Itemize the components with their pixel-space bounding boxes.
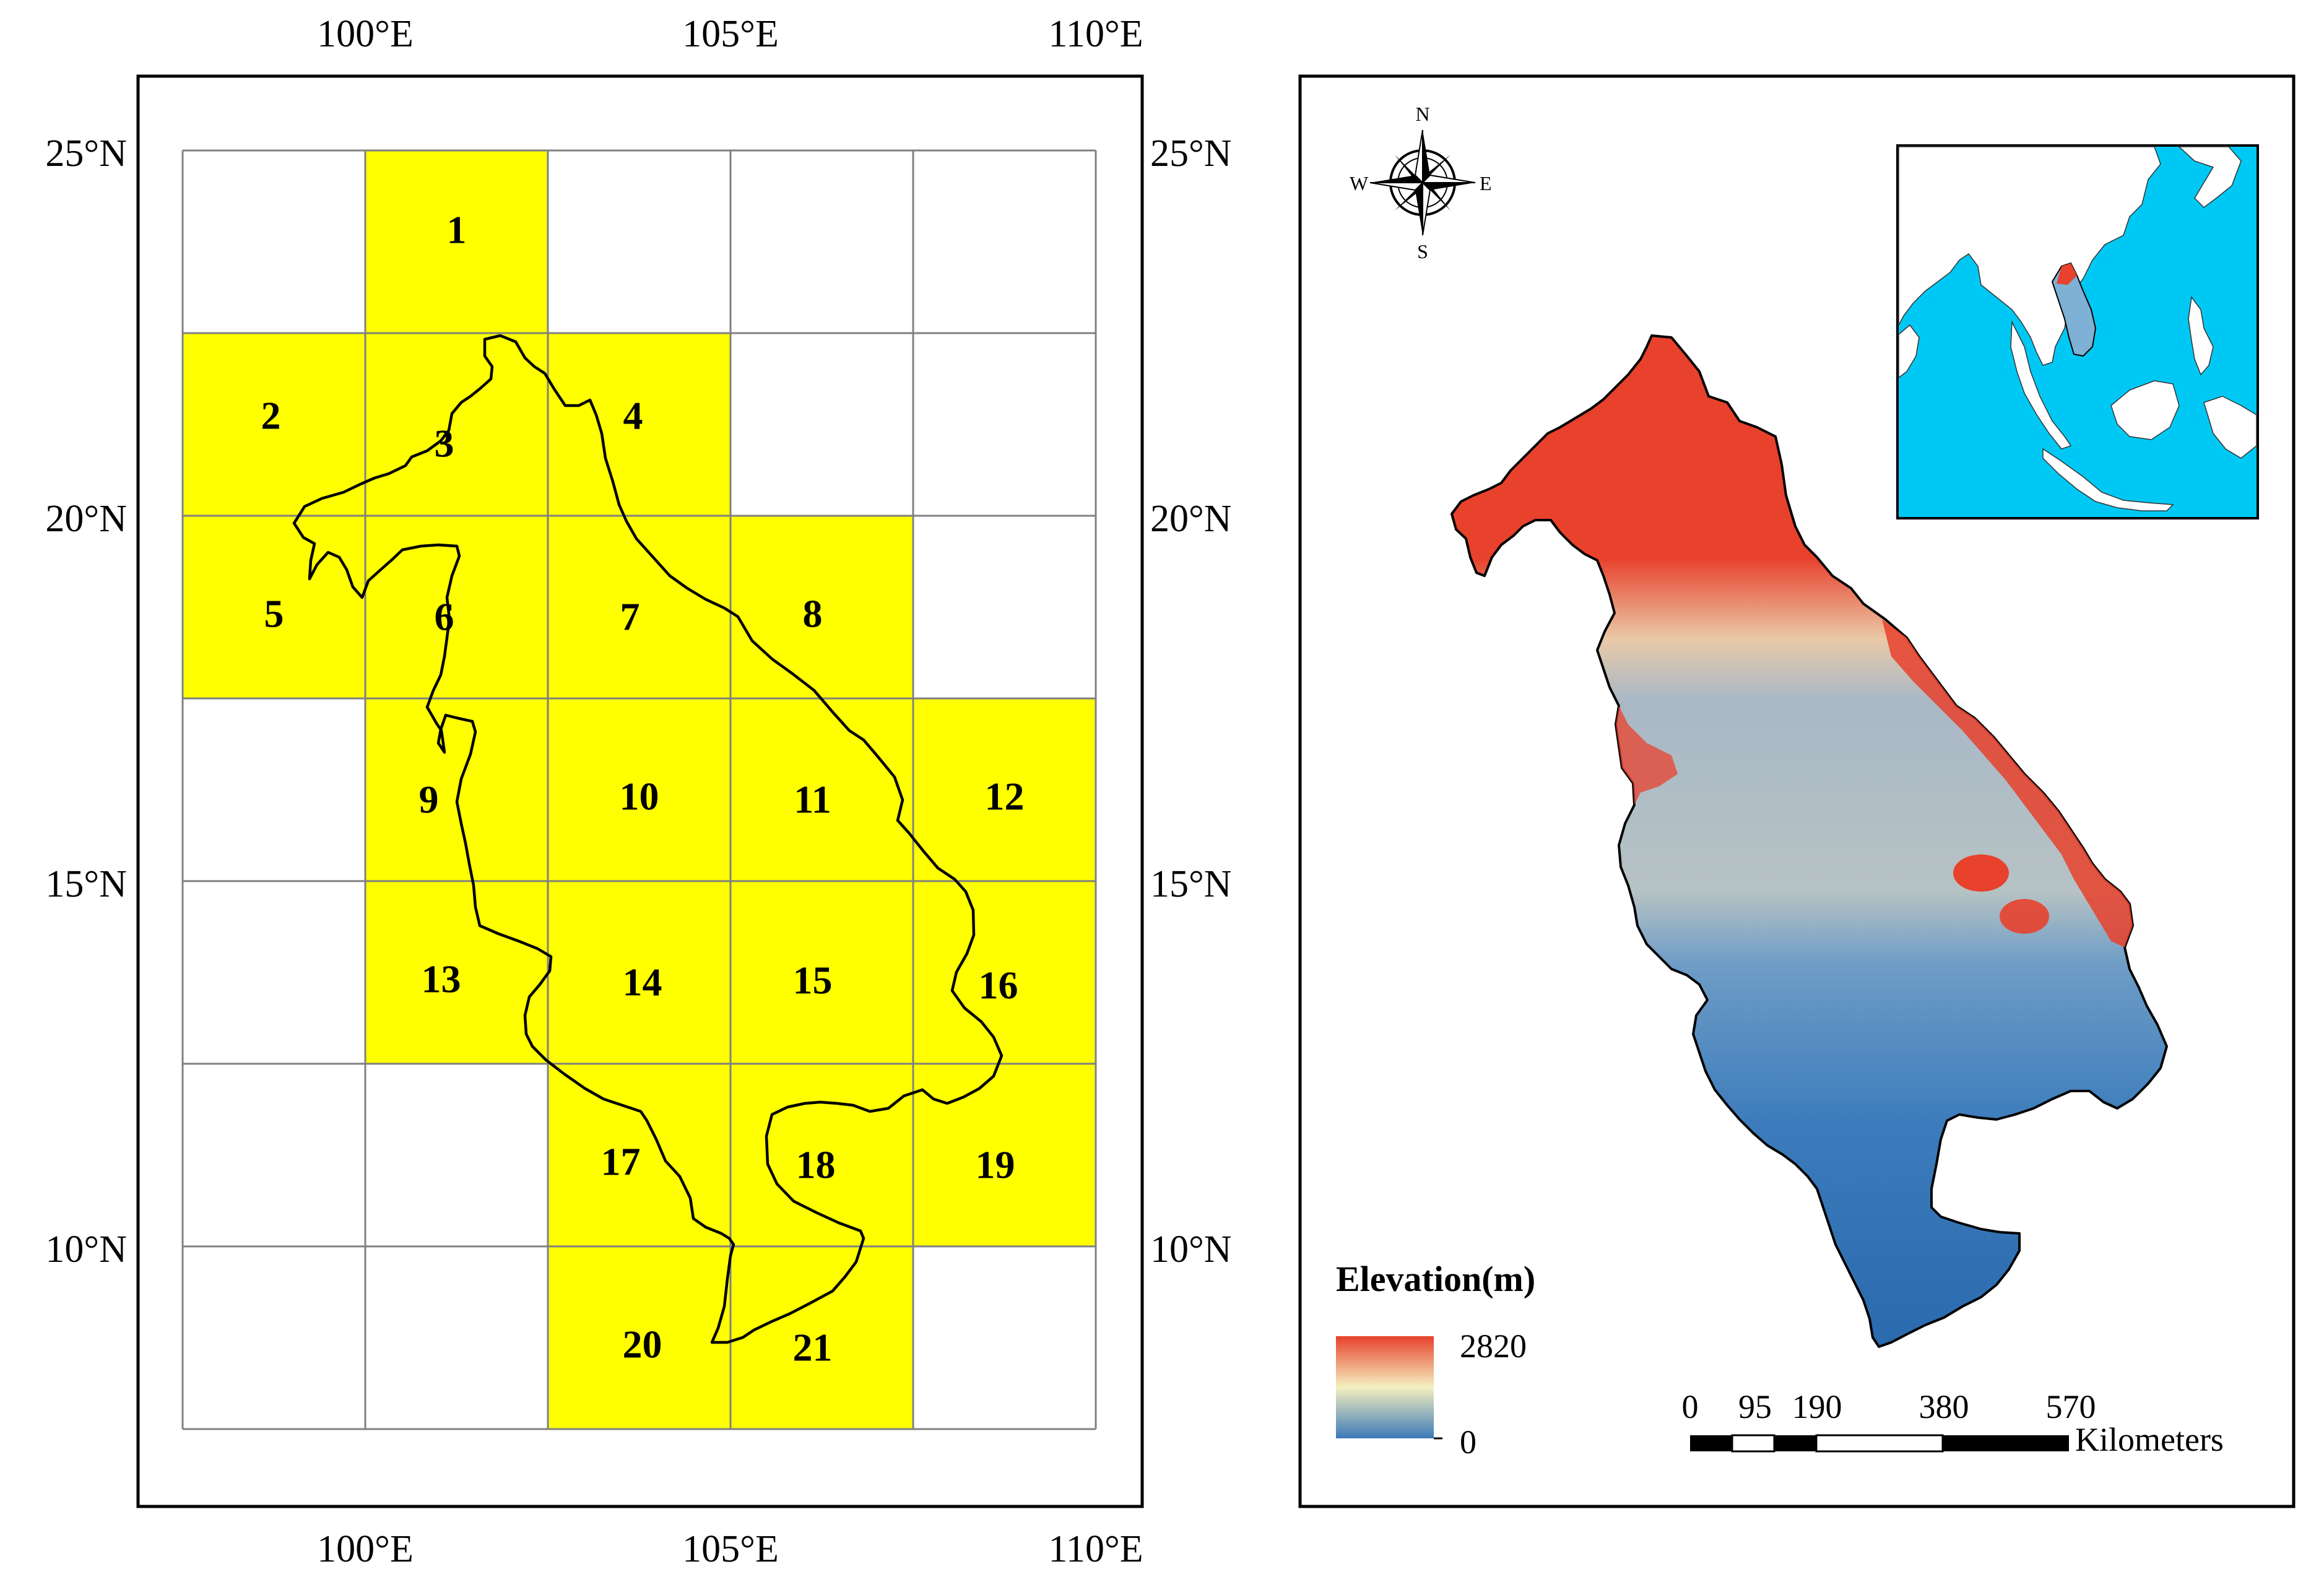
lon-label-top: 100°E bbox=[317, 13, 414, 55]
legend-min-label: 0 bbox=[1460, 1423, 1476, 1461]
lat-label-left: 15°N bbox=[45, 863, 127, 905]
basin-plateau-spot bbox=[2000, 899, 2049, 934]
grid-cell-10 bbox=[548, 698, 731, 881]
lon-label-bottom: 100°E bbox=[317, 1528, 414, 1570]
grid-cell-21 bbox=[731, 1246, 913, 1429]
legend-title: Elevation(m) bbox=[1336, 1259, 1535, 1299]
basin-plateau-spot bbox=[1953, 854, 2009, 892]
elevation-legend: Elevation(m) 2820 0 bbox=[1336, 1259, 1535, 1461]
grid-cell-20 bbox=[548, 1246, 731, 1429]
grid-cell-13 bbox=[365, 881, 548, 1064]
grid-cell-label: 5 bbox=[264, 592, 284, 636]
grid-cell-5 bbox=[183, 516, 365, 698]
grid-cell-label: 13 bbox=[422, 957, 461, 1001]
grid-cell-label: 17 bbox=[601, 1140, 641, 1184]
basin-outline bbox=[292, 334, 1004, 1344]
grid-cell-label: 6 bbox=[435, 595, 454, 639]
scale-tick: 570 bbox=[2046, 1388, 2096, 1425]
compass-n: N bbox=[1415, 103, 1429, 125]
grid-cell-label: 12 bbox=[985, 775, 1025, 819]
right-map: N S E W bbox=[1298, 74, 2296, 1508]
lon-label-top: 105°E bbox=[682, 13, 779, 55]
lat-label-right: 15°N bbox=[1150, 863, 1232, 905]
grid-cell-label: 10 bbox=[620, 775, 659, 819]
compass-e: E bbox=[1480, 172, 1492, 194]
lat-label-left: 25°N bbox=[45, 133, 127, 175]
inset-india bbox=[1898, 324, 1920, 379]
lon-labels-bottom: 100°E 105°E 110°E bbox=[317, 1528, 1143, 1570]
grid-cell-label: 19 bbox=[976, 1143, 1015, 1187]
grid-cell-label: 14 bbox=[623, 960, 662, 1004]
grid-cell-16 bbox=[913, 881, 1096, 1064]
grid-cell-7 bbox=[548, 516, 731, 698]
inset-map bbox=[1896, 144, 2259, 519]
grid-cell-label: 18 bbox=[796, 1143, 836, 1187]
lon-label-top: 110°E bbox=[1048, 13, 1143, 55]
scale-bar: 0 95 190 380 570 Kilometers bbox=[1682, 1388, 2224, 1458]
grid-cell-19 bbox=[913, 1064, 1096, 1246]
lon-label-bottom: 110°E bbox=[1048, 1528, 1143, 1570]
grid-cell-label: 2 bbox=[261, 394, 281, 438]
grid-cell-14 bbox=[548, 881, 731, 1064]
lat-label-right: 25°N bbox=[1150, 133, 1232, 175]
inset-asia-landmass bbox=[1898, 146, 2161, 366]
lon-label-bottom: 105°E bbox=[682, 1528, 779, 1570]
grid-cell-2 bbox=[183, 333, 365, 516]
grid-cell-11 bbox=[731, 698, 913, 881]
grid-cell-label: 15 bbox=[793, 958, 833, 1002]
basin-west-ridge bbox=[1616, 706, 1678, 805]
grid-cell-6 bbox=[365, 516, 548, 698]
grid-cell-label: 9 bbox=[419, 778, 439, 822]
inset-philippines bbox=[2188, 296, 2214, 376]
grid-cell-label: 21 bbox=[793, 1326, 833, 1370]
lat-label-left: 20°N bbox=[45, 498, 127, 540]
scale-tick: 95 bbox=[1738, 1388, 1772, 1425]
legend-max-label: 2820 bbox=[1460, 1328, 1527, 1365]
grid-cell-label: 7 bbox=[620, 595, 640, 639]
scale-tick: 380 bbox=[1919, 1388, 1969, 1425]
grid-cell-3 bbox=[365, 333, 548, 516]
compass-s: S bbox=[1417, 240, 1428, 263]
grid-cell-15 bbox=[731, 881, 913, 1064]
grid-cell-label: 11 bbox=[794, 778, 831, 822]
legend-color-ramp bbox=[1336, 1336, 1434, 1438]
grid-cell-label: 1 bbox=[447, 208, 467, 252]
grid-cell-label: 16 bbox=[979, 963, 1018, 1007]
lat-labels-left: 25°N 20°N 15°N 10°N bbox=[45, 133, 127, 1271]
grid-cell-9 bbox=[365, 698, 548, 881]
basin-east-highlands bbox=[1882, 619, 2133, 947]
inset-basin-highlight bbox=[2051, 262, 2097, 357]
grid-cell-label: 20 bbox=[623, 1323, 662, 1367]
grid-cells bbox=[183, 150, 1096, 1429]
grid-cell-1 bbox=[365, 150, 548, 333]
north-arrow-icon: N S E W bbox=[1350, 103, 1492, 263]
scale-tick: 0 bbox=[1682, 1388, 1699, 1425]
inset-sumatra-java bbox=[2042, 448, 2174, 511]
grid-cell-17 bbox=[548, 1064, 731, 1246]
inset-peninsula bbox=[2010, 320, 2072, 450]
grid-cell-label: 8 bbox=[803, 592, 823, 636]
left-map: 100°E 105°E 110°E 100°E 105°E 110°E 25°N… bbox=[45, 13, 1231, 1570]
grid-cell-8 bbox=[731, 516, 913, 698]
lat-label-left: 10°N bbox=[45, 1228, 127, 1271]
scale-tick: 190 bbox=[1792, 1388, 1842, 1425]
lon-labels-top: 100°E 105°E 110°E bbox=[317, 13, 1143, 55]
inset-indonesia-east bbox=[2203, 396, 2257, 459]
grid-cell-12 bbox=[913, 698, 1096, 881]
inset-japan-korea bbox=[2178, 146, 2242, 208]
grid-cell-label: 3 bbox=[435, 422, 454, 466]
lat-label-right: 10°N bbox=[1150, 1228, 1232, 1271]
inset-borneo bbox=[2110, 380, 2180, 440]
lat-labels-right: 25°N 20°N 15°N 10°N bbox=[1150, 133, 1232, 1271]
grid-cell-4 bbox=[548, 333, 731, 516]
grid-cell-label: 4 bbox=[623, 394, 643, 438]
elevation-basin bbox=[1450, 334, 2168, 1348]
scale-unit: Kilometers bbox=[2075, 1421, 2224, 1458]
compass-w: W bbox=[1350, 172, 1369, 194]
grid-lines bbox=[181, 149, 1097, 1430]
lat-label-right: 20°N bbox=[1150, 498, 1232, 540]
